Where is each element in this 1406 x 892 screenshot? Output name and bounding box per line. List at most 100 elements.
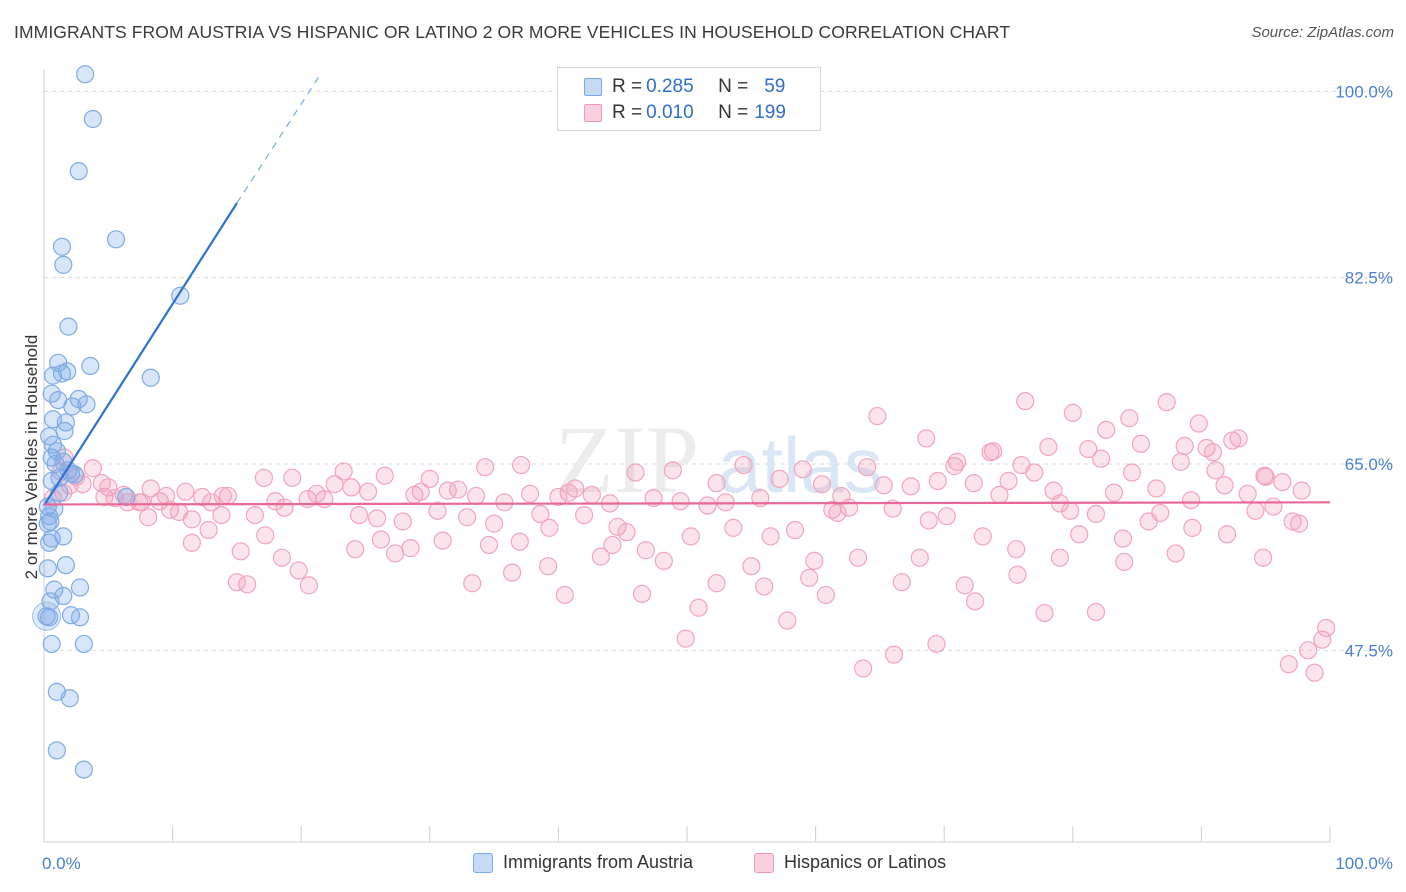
data-point-hispanics (433, 531, 452, 550)
data-point-austria (40, 533, 59, 552)
data-point-hispanics (663, 461, 682, 480)
data-point-hispanics (193, 487, 212, 507)
data-point-hispanics (503, 563, 522, 582)
data-point-hispanics (1206, 461, 1225, 480)
data-point-hispanics (475, 458, 495, 477)
data-point-hispanics (1008, 565, 1027, 584)
data-point-hispanics (83, 459, 102, 478)
data-point-hispanics (420, 469, 439, 488)
data-point-hispanics (828, 503, 847, 523)
legend-swatch-hispanics (754, 852, 774, 873)
series-hispanics-points (43, 392, 1336, 682)
data-point-hispanics (367, 509, 387, 528)
data-point-hispanics (1264, 497, 1283, 516)
data-point-austria (76, 65, 95, 84)
data-point-hispanics (375, 466, 394, 485)
data-point-hispanics (1120, 409, 1139, 428)
data-point-hispanics (671, 492, 690, 511)
legend-label-austria: Immigrants from Austria (503, 852, 694, 872)
data-point-hispanics (778, 611, 797, 630)
data-point-hispanics (358, 482, 378, 501)
data-point-hispanics (510, 532, 529, 551)
data-point-hispanics (707, 474, 726, 493)
data-point-hispanics (1115, 552, 1134, 572)
trend-line-hispanics (43, 501, 1331, 506)
data-point-hispanics (1166, 544, 1185, 563)
data-point-hispanics (539, 557, 558, 576)
data-point-hispanics (1097, 420, 1116, 440)
data-point-hispanics (256, 526, 275, 545)
data-point-hispanics (275, 498, 294, 517)
data-point-hispanics (342, 478, 361, 497)
x-tick-label: 0.0% (42, 854, 81, 873)
data-point-hispanics (393, 512, 412, 531)
data-point-hispanics (1305, 663, 1324, 682)
data-point-austria (47, 741, 66, 760)
data-point-hispanics (1086, 504, 1106, 524)
data-point-hispanics (1122, 463, 1142, 482)
grid-lines (44, 90, 1392, 651)
watermark-atlas: atlas (718, 421, 883, 509)
legend-item-hispanics[interactable]: Hispanics or Latinos (754, 852, 946, 873)
data-point-austria (70, 608, 90, 627)
data-point-austria (46, 454, 65, 474)
data-point-hispanics (636, 541, 655, 560)
data-point-austria (38, 559, 57, 578)
data-point-hispanics (848, 548, 868, 567)
data-point-hispanics (892, 573, 911, 592)
data-point-hispanics (1290, 514, 1309, 533)
data-point-hispanics (227, 573, 246, 592)
data-point-hispanics (182, 533, 201, 552)
data-point-hispanics (999, 471, 1018, 491)
legend-n-value: 199 (754, 102, 786, 123)
data-point-hispanics (707, 574, 726, 593)
data-point-hispanics (761, 527, 780, 546)
data-point-austria (70, 578, 90, 597)
data-point-hispanics (1215, 476, 1234, 495)
data-point-hispanics (385, 544, 405, 563)
chart-title: IMMIGRANTS FROM AUSTRIA VS HISPANIC OR L… (14, 22, 1011, 42)
data-point-hispanics (1007, 540, 1026, 559)
data-point-hispanics (202, 493, 221, 512)
data-point-hispanics (854, 659, 873, 678)
data-point-hispanics (698, 496, 717, 515)
data-point-hispanics (1039, 437, 1058, 457)
data-point-hispanics (485, 514, 504, 533)
legend-row-austria: R = 0.285 N = 59 (584, 75, 785, 99)
data-point-hispanics (1279, 655, 1298, 674)
data-point-hispanics (800, 568, 819, 588)
data-point-hispanics (428, 501, 447, 520)
data-point-hispanics (1070, 525, 1089, 544)
legend-swatch-hispanics (584, 104, 602, 122)
data-point-hispanics (1063, 403, 1082, 422)
data-point-hispanics (99, 478, 118, 497)
data-point-austria (41, 592, 60, 611)
data-point-hispanics (812, 475, 832, 494)
data-point-hispanics (182, 510, 201, 529)
data-point-hispanics (479, 535, 499, 555)
data-point-hispanics (555, 585, 574, 605)
data-point-austria (83, 109, 102, 129)
legend-item-austria[interactable]: Immigrants from Austria (473, 852, 693, 873)
data-point-hispanics (964, 474, 983, 493)
data-point-hispanics (1229, 429, 1248, 448)
legend-r-value: 0.010 (646, 102, 694, 123)
trend-line-austria (43, 202, 238, 507)
axes (43, 70, 1331, 843)
data-point-austria (50, 483, 69, 502)
data-point-austria-cluster (32, 601, 62, 631)
data-point-hispanics (495, 493, 514, 512)
data-point-hispanics (937, 507, 956, 526)
data-point-hispanics (724, 518, 743, 537)
data-point-hispanics (411, 482, 430, 501)
data-point-hispanics (401, 539, 420, 558)
data-point-austria (74, 760, 93, 779)
data-point-hispanics (955, 576, 974, 595)
data-point-hispanics (1035, 603, 1054, 623)
data-point-hispanics (141, 479, 160, 498)
x-tick-label: 100.0% (1335, 854, 1393, 873)
data-point-hispanics (816, 585, 835, 605)
data-point-austria (106, 230, 126, 249)
data-point-hispanics (73, 475, 92, 494)
data-point-hispanics (1050, 548, 1070, 567)
